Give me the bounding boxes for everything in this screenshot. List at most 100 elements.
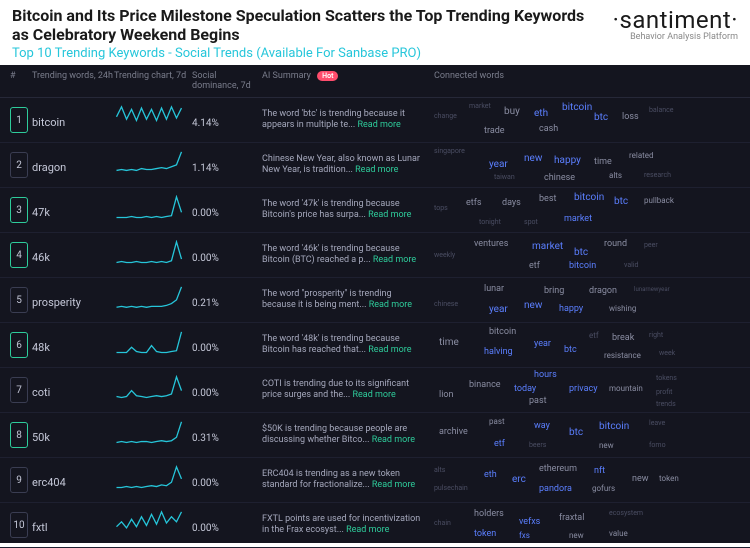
connected-word[interactable]: btc: [569, 427, 583, 438]
connected-word[interactable]: time: [439, 337, 459, 348]
connected-word[interactable]: tops: [434, 204, 448, 212]
table-row[interactable]: 5prosperity0.21%The word "prosperity" is…: [0, 278, 750, 323]
connected-word[interactable]: tokens: [656, 374, 677, 382]
connected-word[interactable]: new: [599, 441, 614, 450]
connected-word[interactable]: market: [469, 102, 491, 110]
read-more-link[interactable]: Read more: [373, 255, 416, 265]
trending-word[interactable]: 50k: [32, 431, 50, 444]
read-more-link[interactable]: Read more: [357, 120, 400, 130]
connected-word[interactable]: ecosystem: [609, 509, 643, 517]
connected-word[interactable]: lunar: [484, 284, 504, 294]
connected-word[interactable]: archive: [439, 427, 468, 437]
col-summary-header[interactable]: AI Summary Hot: [262, 71, 434, 91]
connected-word[interactable]: year: [489, 159, 508, 170]
connected-word[interactable]: etf: [589, 331, 599, 340]
connected-word[interactable]: alts: [609, 171, 622, 180]
table-row[interactable]: 648k0.00%The word '48k' is trending beca…: [0, 323, 750, 368]
connected-word[interactable]: happy: [559, 304, 583, 314]
connected-word[interactable]: pandora: [539, 484, 572, 494]
trending-word[interactable]: prosperity: [32, 296, 81, 309]
connected-word[interactable]: happy: [554, 155, 581, 166]
table-row[interactable]: 10fxtl0.00%FXTL points are used for ince…: [0, 503, 750, 548]
connected-word[interactable]: bitcoin: [569, 261, 596, 271]
connected-word[interactable]: fraxtal: [559, 513, 584, 523]
connected-word[interactable]: chinese: [544, 173, 575, 183]
connected-word[interactable]: related: [629, 151, 654, 160]
table-row[interactable]: 9erc4040.00%ERC404 is trending as a new …: [0, 458, 750, 503]
connected-word[interactable]: etfs: [466, 198, 482, 208]
connected-word[interactable]: gofurs: [592, 484, 615, 493]
col-rank-header[interactable]: #: [10, 71, 32, 91]
connected-word[interactable]: bitcoin: [489, 327, 516, 337]
connected-word[interactable]: break: [612, 333, 634, 343]
connected-word[interactable]: bitcoin: [599, 421, 629, 432]
connected-word[interactable]: bring: [544, 286, 564, 296]
connected-word[interactable]: market: [532, 241, 563, 252]
connected-word[interactable]: past: [489, 417, 505, 426]
connected-word[interactable]: nft: [594, 466, 605, 476]
connected-word[interactable]: dragon: [589, 286, 617, 296]
connected-word[interactable]: weekly: [434, 251, 455, 259]
connected-word[interactable]: btc: [594, 112, 608, 123]
connected-word[interactable]: halving: [484, 347, 513, 357]
read-more-link[interactable]: Read more: [369, 300, 412, 310]
connected-word[interactable]: fxs: [519, 531, 530, 540]
trending-word[interactable]: 47k: [32, 206, 50, 219]
col-connected-header[interactable]: Connected words: [434, 71, 740, 91]
connected-word[interactable]: etf: [529, 261, 540, 271]
connected-word[interactable]: valid: [624, 261, 639, 269]
trending-word[interactable]: 48k: [32, 341, 50, 354]
connected-word[interactable]: erc: [512, 474, 526, 485]
connected-word[interactable]: bitcoin: [562, 102, 592, 113]
col-chart-header[interactable]: Trending chart, 7d: [114, 71, 192, 91]
connected-word[interactable]: chinese: [434, 300, 458, 308]
connected-word[interactable]: binance: [469, 380, 501, 390]
connected-word[interactable]: balance: [649, 106, 674, 114]
connected-word[interactable]: way: [534, 421, 550, 431]
connected-word[interactable]: new: [524, 300, 542, 311]
connected-word[interactable]: pulsechain: [434, 484, 468, 492]
table-row[interactable]: 446k0.00%The word '46k' is trending beca…: [0, 233, 750, 278]
connected-word[interactable]: btc: [614, 196, 628, 207]
connected-word[interactable]: profit: [656, 388, 672, 396]
connected-word[interactable]: trends: [656, 400, 676, 408]
connected-word[interactable]: trade: [484, 126, 505, 136]
read-more-link[interactable]: Read more: [355, 165, 398, 175]
connected-word[interactable]: lion: [439, 390, 453, 400]
connected-word[interactable]: eth: [534, 108, 548, 119]
col-dom-header[interactable]: Social dominance, 7d: [192, 71, 262, 91]
connected-word[interactable]: hours: [534, 370, 557, 380]
connected-word[interactable]: week: [659, 349, 675, 357]
connected-word[interactable]: token: [659, 474, 679, 483]
connected-word[interactable]: singapore: [434, 147, 465, 155]
connected-word[interactable]: spot: [524, 218, 538, 226]
table-row[interactable]: 850k0.31%$50K is trending because people…: [0, 413, 750, 458]
connected-word[interactable]: cash: [539, 124, 558, 134]
connected-word[interactable]: resistance: [604, 351, 641, 360]
trending-word[interactable]: fxtl: [32, 521, 48, 534]
connected-word[interactable]: taiwan: [494, 173, 515, 181]
connected-word[interactable]: token: [474, 529, 496, 539]
table-row[interactable]: 2dragon1.14%Chinese New Year, also known…: [0, 143, 750, 188]
table-row[interactable]: 1bitcoin4.14%The word 'btc' is trending …: [0, 98, 750, 143]
connected-word[interactable]: alts: [434, 466, 445, 474]
trending-word[interactable]: dragon: [32, 161, 66, 174]
connected-word[interactable]: past: [529, 396, 547, 406]
connected-word[interactable]: fomo: [649, 441, 666, 449]
trending-word[interactable]: bitcoin: [32, 116, 65, 129]
connected-word[interactable]: etf: [494, 439, 505, 449]
connected-word[interactable]: btc: [564, 345, 577, 355]
connected-word[interactable]: wishing: [609, 304, 636, 313]
read-more-link[interactable]: Read more: [368, 210, 411, 220]
read-more-link[interactable]: Read more: [368, 345, 411, 355]
connected-word[interactable]: privacy: [569, 384, 597, 394]
connected-word[interactable]: right: [649, 331, 663, 339]
read-more-link[interactable]: Read more: [372, 435, 415, 445]
read-more-link[interactable]: Read more: [352, 390, 395, 400]
read-more-link[interactable]: Read more: [372, 480, 415, 490]
connected-word[interactable]: new: [632, 474, 649, 484]
connected-word[interactable]: new: [524, 153, 542, 164]
connected-word[interactable]: year: [489, 304, 508, 315]
connected-word[interactable]: mountain: [609, 384, 643, 393]
connected-word[interactable]: lunarnewyear: [634, 286, 670, 293]
